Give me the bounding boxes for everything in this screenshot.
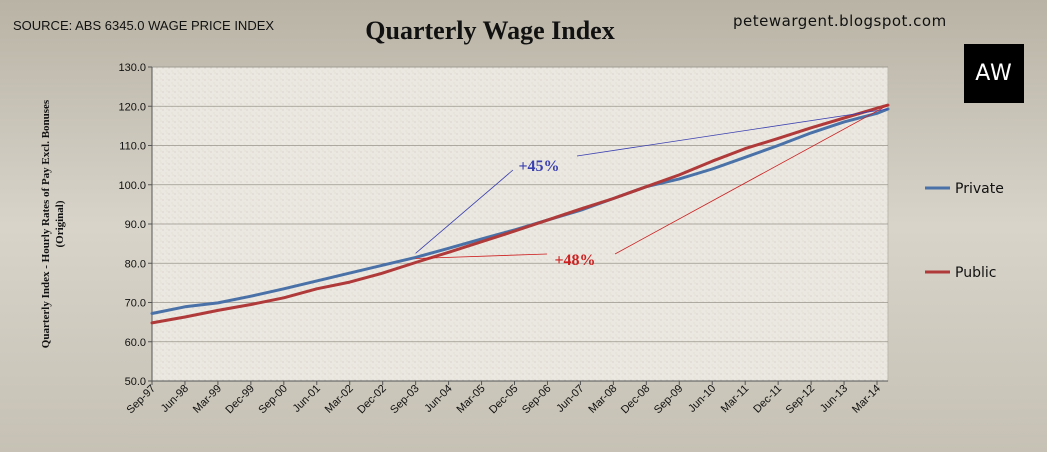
annotation-leader xyxy=(415,169,514,254)
x-tick-label: Dec-02 xyxy=(355,383,389,417)
aw-logo: AW xyxy=(964,44,1024,103)
y-axis-label: Quarterly Index - Hourly Rates of Pay Ex… xyxy=(40,99,52,348)
legend-label-private: Private xyxy=(955,181,1004,197)
y-tick-label: 70.0 xyxy=(125,298,146,310)
y-tick-label: 100.0 xyxy=(118,180,146,192)
annotation-public-growth: +48% xyxy=(554,252,595,269)
y-axis-label-unit: (Original) xyxy=(54,200,66,247)
x-tick-label: Dec-11 xyxy=(751,383,784,416)
y-tick-label: 50.0 xyxy=(125,376,146,388)
x-tick-label: Jun-13 xyxy=(818,383,850,415)
y-tick-label: 130.0 xyxy=(118,62,146,74)
y-tick-label: 120.0 xyxy=(118,101,146,113)
logo-text: AW xyxy=(975,61,1013,86)
x-tick-label: Sep-03 xyxy=(388,383,422,417)
x-tick-label: Mar-14 xyxy=(850,383,883,416)
x-tick-label: Mar-11 xyxy=(719,383,752,416)
series-line-public xyxy=(150,103,890,325)
x-tick-label: Mar-99 xyxy=(191,383,224,416)
y-tick-label: 60.0 xyxy=(125,337,146,349)
annotation-leader xyxy=(614,104,889,255)
x-tick-label: Dec-05 xyxy=(487,383,521,417)
chart-title: Quarterly Wage Index xyxy=(365,16,615,45)
x-tick-label: Sep-06 xyxy=(520,383,554,417)
annotation-leader xyxy=(576,108,889,157)
x-tick-label: Dec-08 xyxy=(619,383,653,417)
x-tick-label: Mar-08 xyxy=(586,383,619,416)
x-tick-label: Jun-98 xyxy=(159,383,191,415)
y-tick-label: 90.0 xyxy=(125,219,146,231)
x-tick-label: Jun-04 xyxy=(422,383,454,415)
x-tick-label: Sep-00 xyxy=(256,383,290,417)
x-tick-label: Dec-99 xyxy=(223,383,257,417)
x-tick-label: Sep-09 xyxy=(652,383,686,417)
source-label: SOURCE: ABS 6345.0 WAGE PRICE INDEX xyxy=(13,18,275,33)
x-tick-label: Jun-07 xyxy=(554,383,586,415)
y-tick-label: 80.0 xyxy=(125,258,146,270)
x-tick-label: Jun-01 xyxy=(291,383,323,415)
x-tick-label: Jun-10 xyxy=(686,383,718,415)
x-tick-label: Sep-12 xyxy=(784,383,818,417)
annotation-leader xyxy=(415,253,548,259)
blog-url: petewargent.blogspot.com xyxy=(733,12,947,30)
legend-label-public: Public xyxy=(955,265,996,281)
y-tick-label: 110.0 xyxy=(119,141,146,153)
annotation-private-growth: +45% xyxy=(518,158,559,175)
x-tick-label: Mar-02 xyxy=(323,383,356,416)
x-tick-label: Mar-05 xyxy=(455,383,488,416)
